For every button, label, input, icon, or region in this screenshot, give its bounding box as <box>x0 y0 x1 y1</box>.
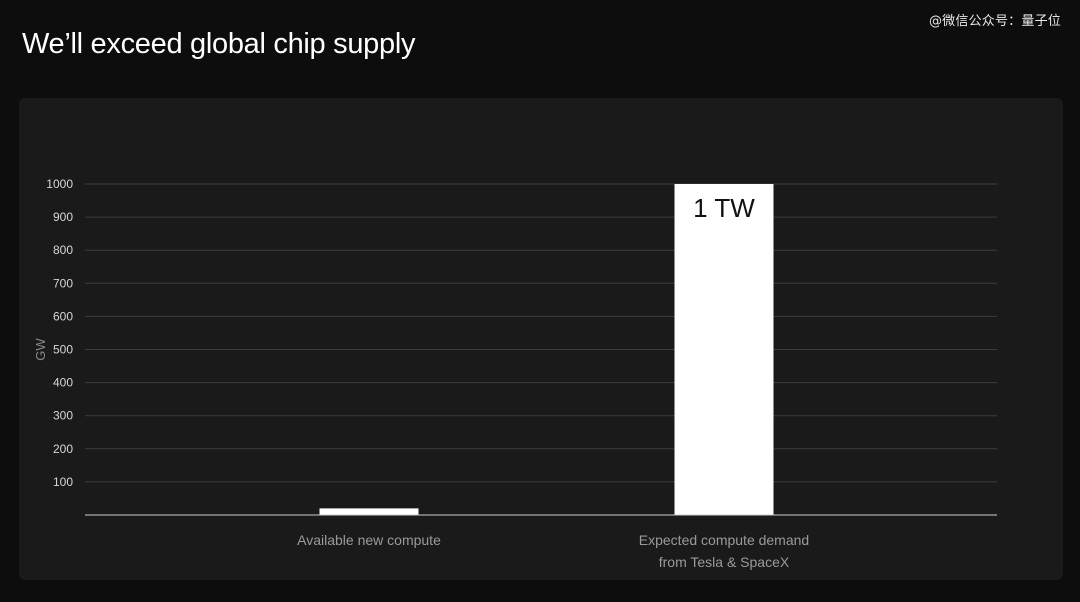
y-tick-label-500: 500 <box>53 343 73 357</box>
y-tick-label-100: 100 <box>53 475 73 489</box>
watermark-text: @微信公众号：量子位 <box>928 14 1061 29</box>
bar-chart: 100 200 300 400 500 600 700 800 900 1000 GW Availab… <box>33 177 997 570</box>
y-axis-label: GW <box>33 338 48 361</box>
y-tick-label-900: 900 <box>53 210 73 224</box>
y-tick-label-300: 300 <box>53 409 73 423</box>
y-tick-label-700: 700 <box>53 276 73 290</box>
data-label-1: 1 TW <box>693 193 755 223</box>
category-label-1-line-0: Expected compute demand <box>639 532 809 548</box>
y-tick-label-200: 200 <box>53 442 73 456</box>
category-label-0-line-0: Available new compute <box>297 532 441 548</box>
bar-0 <box>319 508 419 515</box>
y-tick-label-400: 400 <box>53 376 73 390</box>
slide-title: We’ll exceed global chip supply <box>22 28 416 60</box>
y-tick-label-600: 600 <box>53 309 73 323</box>
y-tick-label-1000: 1000 <box>46 177 73 191</box>
chart-panel: 100 200 300 400 500 600 700 800 900 1000 GW Availab… <box>19 98 1063 580</box>
category-label-1-line-1: from Tesla & SpaceX <box>659 554 790 570</box>
bar-1 <box>674 184 774 515</box>
y-tick-label-800: 800 <box>53 243 73 257</box>
